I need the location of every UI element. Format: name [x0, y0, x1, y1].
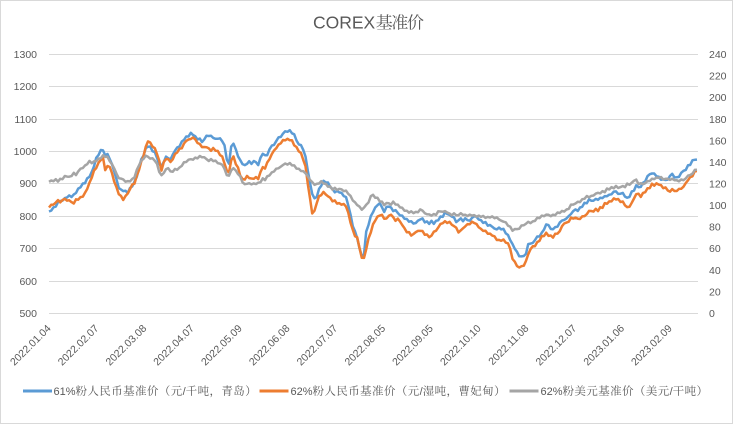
svg-text:180: 180	[709, 114, 727, 126]
svg-text:1300: 1300	[14, 49, 38, 61]
svg-text:800: 800	[19, 211, 37, 223]
svg-text:/: /	[183, 386, 187, 398]
svg-text:140: 140	[709, 157, 727, 169]
svg-text:160: 160	[709, 135, 727, 147]
svg-text:0: 0	[709, 308, 715, 320]
svg-text:61%: 61%	[54, 386, 76, 398]
svg-text:500: 500	[19, 308, 37, 320]
svg-text:62%: 62%	[291, 386, 313, 398]
svg-text:100: 100	[709, 200, 727, 212]
svg-text:200: 200	[709, 92, 727, 104]
svg-text:/: /	[420, 386, 424, 398]
svg-text:/: /	[670, 386, 674, 398]
svg-text:COREX: COREX	[313, 13, 376, 33]
svg-text:900: 900	[19, 178, 37, 190]
svg-text:1100: 1100	[14, 114, 37, 126]
svg-text:240: 240	[709, 49, 727, 61]
svg-text:40: 40	[709, 265, 721, 277]
svg-text:120: 120	[709, 179, 727, 191]
svg-text:220: 220	[709, 71, 727, 83]
svg-text:60: 60	[709, 243, 721, 255]
svg-text:62%: 62%	[541, 386, 563, 398]
svg-text:1000: 1000	[14, 146, 38, 158]
svg-text:700: 700	[19, 243, 37, 255]
svg-text:20: 20	[709, 286, 721, 298]
svg-text:1200: 1200	[14, 81, 38, 93]
svg-text:600: 600	[19, 276, 37, 288]
svg-text:80: 80	[709, 222, 721, 234]
